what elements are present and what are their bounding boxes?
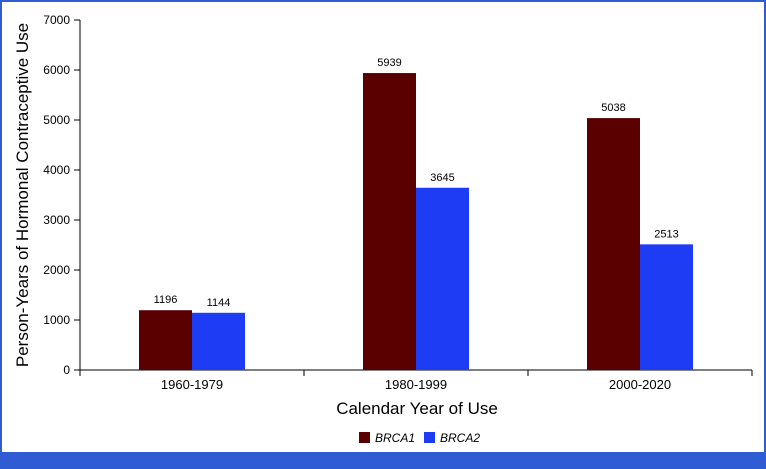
bar-brca2 — [416, 187, 469, 370]
bars — [139, 73, 693, 371]
bar-brca1 — [139, 310, 192, 370]
legend-label-brca2: BRCA2 — [440, 431, 480, 445]
y-tick-label: 2000 — [43, 263, 70, 277]
x-axis-title: Calendar Year of Use — [336, 399, 498, 418]
y-tick-label: 3000 — [43, 213, 70, 227]
x-tick-label: 2000-2020 — [609, 377, 671, 392]
data-label: 2513 — [654, 228, 678, 240]
x-axis: 1960-1979 1980-1999 2000-2020 — [79, 369, 753, 392]
legend-swatch-brca2 — [424, 432, 435, 443]
y-tick-label: 1000 — [43, 313, 70, 327]
x-tick-label: 1980-1999 — [385, 377, 447, 392]
data-label: 5939 — [377, 57, 401, 69]
y-axis: 0 1000 2000 3000 4000 5000 6000 7000 — [43, 13, 81, 377]
y-tick-label: 7000 — [43, 13, 70, 27]
y-axis-title: Person-Years of Hormonal Contraceptive U… — [13, 23, 32, 367]
y-tick-label: 5000 — [43, 113, 70, 127]
legend-swatch-brca1 — [359, 432, 370, 443]
data-labels: 1196 1144 5939 3645 5038 2513 — [154, 57, 679, 309]
bar-brca2 — [640, 244, 693, 370]
data-label: 5038 — [601, 102, 625, 114]
y-tick-label: 4000 — [43, 163, 70, 177]
legend-label-brca1: BRCA1 — [375, 431, 415, 445]
y-tick-label: 0 — [63, 363, 70, 377]
y-tick-label: 6000 — [43, 63, 70, 77]
bar-brca1 — [363, 73, 416, 371]
bar-brca2 — [192, 312, 245, 370]
data-label: 1196 — [154, 294, 178, 306]
x-tick-label: 1960-1979 — [161, 377, 223, 392]
bottom-band — [0, 452, 766, 469]
bar-brca1 — [587, 118, 640, 370]
legend: BRCA1 BRCA2 — [359, 431, 480, 445]
data-label: 1144 — [207, 297, 231, 309]
data-label: 3645 — [430, 172, 454, 184]
